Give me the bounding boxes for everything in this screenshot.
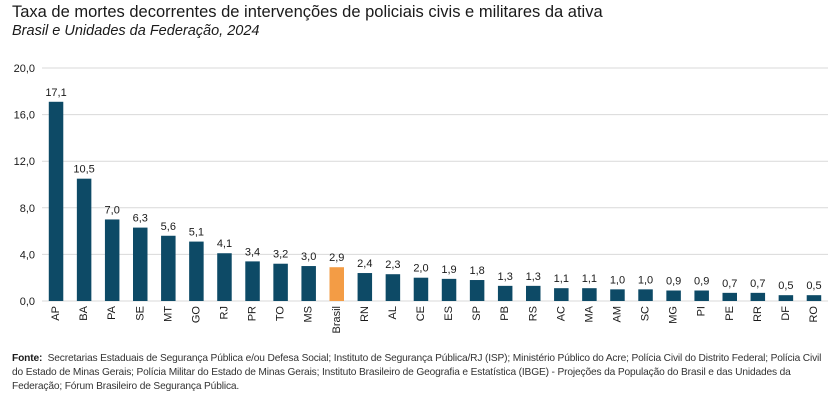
bar	[806, 295, 822, 301]
bar	[357, 273, 373, 301]
x-tick-label: SC	[640, 306, 652, 321]
chart-title: Taxa de mortes decorrentes de intervençõ…	[12, 3, 603, 21]
bar	[329, 267, 344, 301]
x-tick-label: AM	[611, 306, 623, 323]
data-label: 17,1	[45, 87, 66, 99]
x-tick-label: PA	[106, 305, 118, 320]
x-tick-label: MT	[162, 306, 174, 322]
footnote-text: Secretarias Estaduais de Segurança Públi…	[12, 353, 822, 392]
bar	[778, 295, 794, 301]
bar	[722, 292, 737, 301]
data-label: 7,0	[105, 204, 120, 216]
footnote-label: Fonte:	[12, 353, 43, 364]
x-tick-label: PB	[499, 306, 511, 321]
data-label: 1,3	[498, 271, 513, 283]
y-tick-label: 16,0	[14, 110, 35, 122]
data-label: 3,0	[301, 251, 316, 263]
data-label: 1,8	[469, 265, 484, 277]
x-tick-label: SP	[471, 306, 483, 321]
bar	[526, 285, 541, 301]
bar	[469, 280, 485, 301]
bar	[217, 253, 232, 301]
y-tick-label: 4,0	[20, 249, 35, 261]
x-tick-label: DF	[780, 306, 792, 321]
data-label: 1,1	[582, 273, 597, 285]
data-label: 1,0	[638, 274, 653, 286]
y-tick-label: 8,0	[20, 203, 35, 215]
data-label: 6,3	[133, 213, 148, 225]
data-label: 0,7	[722, 278, 737, 290]
x-tick-label: MS	[303, 306, 315, 323]
x-tick-label: PE	[724, 306, 736, 321]
data-label: 1,0	[610, 274, 625, 286]
bar	[497, 285, 513, 301]
x-tick-label: AL	[387, 306, 399, 319]
bar	[694, 290, 709, 301]
y-tick-label: 20,0	[14, 63, 35, 75]
x-tick-label: AC	[555, 306, 567, 321]
data-label: 1,1	[554, 273, 569, 285]
x-tick-label: PR	[247, 306, 259, 321]
y-tick-label: 12,0	[14, 156, 35, 168]
data-label: 1,3	[526, 271, 541, 283]
data-label: 10,5	[73, 164, 94, 176]
data-label: 0,5	[806, 280, 821, 292]
data-label: 2,0	[413, 263, 428, 275]
data-label: 0,5	[778, 280, 793, 292]
x-tick-label: RS	[527, 306, 539, 321]
bar	[413, 277, 429, 301]
data-label: 5,6	[161, 221, 176, 233]
bar	[638, 289, 653, 301]
x-tick-label: RO	[808, 306, 820, 323]
x-tick-label: TO	[275, 306, 287, 322]
bar	[301, 266, 316, 301]
y-tick-label: 0,0	[20, 296, 35, 308]
data-label: 0,9	[694, 276, 709, 288]
data-label: 2,9	[329, 252, 344, 264]
x-tick-label: GO	[190, 306, 202, 324]
x-tick-label: RN	[359, 306, 371, 322]
data-label: 2,3	[385, 259, 400, 271]
bar	[104, 219, 120, 301]
bar	[76, 178, 92, 301]
data-label: 0,7	[750, 278, 765, 290]
x-tick-label: MA	[583, 305, 595, 322]
x-tick-label: ES	[443, 306, 455, 321]
data-label: 0,9	[666, 276, 681, 288]
x-tick-label: BA	[78, 305, 90, 320]
bar	[610, 289, 625, 301]
bar	[385, 274, 401, 301]
x-tick-label: MG	[668, 306, 680, 324]
x-tick-label: RJ	[218, 306, 230, 319]
data-label: 3,4	[245, 246, 260, 258]
data-label: 2,4	[357, 258, 372, 270]
data-label: 1,9	[441, 264, 456, 276]
bar	[161, 235, 176, 301]
bar	[441, 278, 457, 301]
x-tick-label: CE	[415, 306, 427, 321]
data-label: 4,1	[217, 238, 232, 250]
footnote: Fonte: Secretarias Estaduais de Seguranç…	[12, 352, 830, 394]
x-tick-label: AP	[50, 306, 62, 321]
data-label: 5,1	[189, 227, 204, 239]
bar	[245, 261, 260, 301]
bar	[48, 101, 64, 301]
chart-subtitle: Brasil e Unidades da Federação, 2024	[12, 23, 260, 39]
x-tick-label: RR	[752, 306, 764, 322]
x-tick-label: PI	[696, 306, 708, 316]
bar	[189, 241, 204, 301]
x-tick-label: SE	[134, 306, 146, 321]
bar	[554, 288, 569, 301]
bar	[582, 288, 597, 301]
bar-chart: 0,0 4,0 8,0 12,0 16,0 20,0 17,1 AP 10,5 BA 7,0 PA 6,…	[14, 63, 828, 334]
bar	[133, 227, 148, 301]
bar	[273, 263, 288, 301]
data-label: 3,2	[273, 249, 288, 261]
bar	[666, 290, 681, 301]
x-tick-label: Brasil	[331, 306, 343, 334]
bar	[750, 292, 766, 301]
